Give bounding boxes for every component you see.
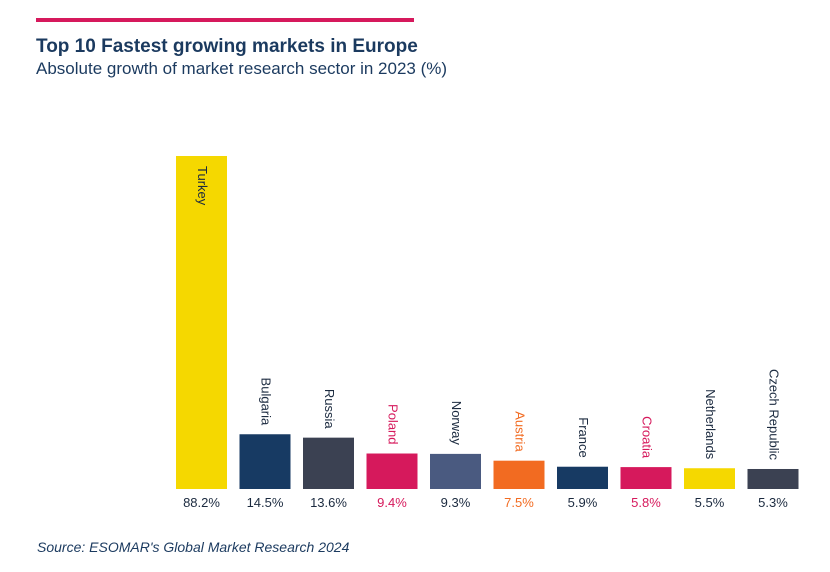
bar-norway — [430, 453, 481, 489]
value-label: 9.4% — [377, 495, 407, 510]
value-label: 9.3% — [441, 495, 471, 510]
value-label: 14.5% — [247, 495, 284, 510]
accent-rule — [36, 18, 414, 22]
category-label: France — [576, 417, 591, 457]
value-label: 5.3% — [758, 495, 788, 510]
bar-poland — [366, 453, 418, 489]
value-label: 7.5% — [504, 495, 534, 510]
category-label: Netherlands — [703, 389, 718, 460]
value-label: 5.5% — [695, 495, 725, 510]
category-label: Russia — [322, 389, 337, 430]
chart-subtitle: Absolute growth of market research secto… — [36, 59, 448, 78]
category-label: Turkey — [195, 166, 210, 206]
chart-title: Top 10 Fastest growing markets in Europe — [36, 36, 418, 57]
bar-bulgaria — [239, 434, 291, 489]
value-label: 5.9% — [568, 495, 598, 510]
bar-france — [557, 466, 608, 489]
bar-russia — [303, 437, 354, 489]
value-label: 13.6% — [310, 495, 347, 510]
value-label: 5.8% — [631, 495, 661, 510]
bar-turkey — [176, 156, 227, 489]
bar-austria — [493, 460, 545, 489]
category-label: Norway — [449, 401, 464, 446]
category-label: Czech Republic — [767, 369, 782, 461]
category-label: Austria — [513, 411, 528, 452]
source-note: Source: ESOMAR's Global Market Research … — [37, 539, 350, 555]
bar-croatia — [620, 467, 672, 489]
bar-czech-republic — [747, 468, 799, 489]
category-label: Bulgaria — [259, 378, 274, 426]
bar-netherlands — [684, 468, 735, 489]
category-label: Poland — [386, 404, 401, 444]
category-label: Croatia — [640, 416, 655, 459]
value-label: 88.2% — [183, 495, 220, 510]
